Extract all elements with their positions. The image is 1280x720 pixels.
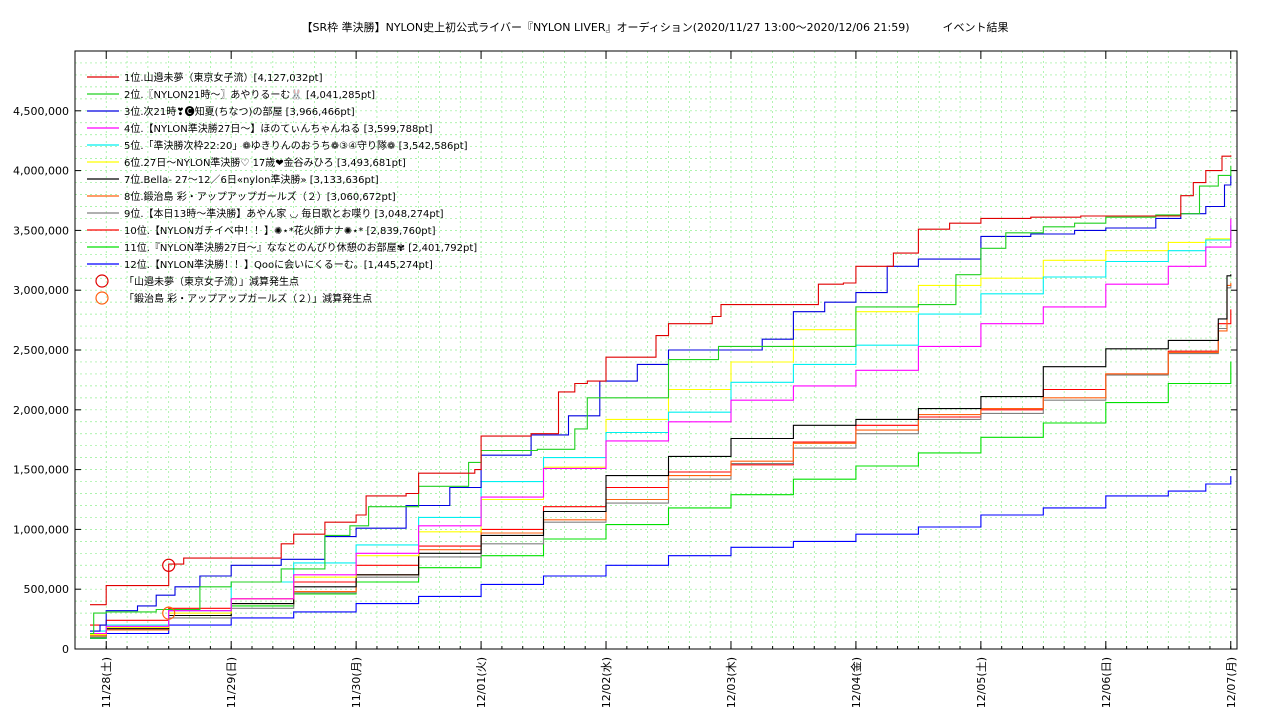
y-tick-label: 1,500,000 (13, 464, 69, 477)
marker-points (162, 558, 176, 620)
legend-entry: 2位.〖NYLON21時〜〗あやりるーむ🐰 [4,041,285pt] (124, 88, 375, 101)
x-tick-label: 12/03(木) (725, 657, 738, 708)
chart-title: 【SR枠 準決勝】NYLON史上初公式ライバー『NYLON LIVER』オーディ… (301, 20, 1008, 34)
y-tick-label: 500,000 (24, 583, 70, 596)
x-tick-label: 11/29(日) (225, 657, 238, 708)
series-line (90, 165, 1232, 635)
y-tick-label: 2,000,000 (13, 404, 69, 417)
x-tick-label: 12/04(金) (849, 657, 863, 708)
series-line (90, 309, 1232, 626)
legend-marker (95, 291, 109, 305)
y-tick-label: 3,500,000 (13, 224, 69, 237)
x-tick-label: 12/07(月) (1225, 657, 1238, 708)
series-line (90, 476, 1232, 639)
x-tick-label: 11/30(月) (350, 657, 363, 708)
y-tick-label: 4,000,000 (13, 165, 69, 178)
series-line (90, 155, 1232, 606)
series-lines (90, 155, 1232, 639)
legend-entry: 「山邉未夢（東京女子流）」減算発生点 (124, 275, 299, 288)
legend-entry: 9位.【本日13時〜準決勝】あやん家 ◡ 毎日歌とお喋り [3,048,274p… (124, 207, 444, 220)
series-line (90, 284, 1232, 638)
x-tick-label: 12/01(火) (475, 657, 488, 708)
legend-entry: 1位.山邉未夢（東京女子流）[4,127,032pt] (124, 71, 323, 84)
legend-entry: 6位.27日〜NYLON準決勝♡ 17歳❤金谷みひろ [3,493,681pt] (124, 156, 406, 169)
legend-marker (95, 274, 109, 288)
marker-point (162, 606, 176, 620)
legend-entry: 8位.鍛治島 彩・アップアップガールズ（２）[3,060,672pt] (124, 190, 396, 203)
y-tick-label: 0 (62, 643, 69, 656)
legend-entry: 5位.「準決勝次枠22:20」❁ゆきりんのおうち❁③④守り隊❁ [3,542,5… (124, 139, 468, 152)
y-tick-label: 3,000,000 (13, 284, 69, 297)
legend-entry: 11位.『NYLON準決勝27日〜』ななとのんびり休憩のお部屋✾ [2,401,… (124, 241, 477, 254)
legend-entry: 7位.Bella- 27〜12／6日«nylon準決勝» [3,133,636p… (124, 173, 379, 186)
x-tick-label: 12/02(水) (600, 657, 613, 708)
legend-entry: 10位.【NYLONガチイベ中！！】✺⋆*花火師ナナ✺⋆* [2,839,760… (124, 224, 436, 237)
legend-entry: 12位.【NYLON準決勝！！】Qooに会いにくるーむ。[1,445,274pt… (124, 258, 433, 271)
legend-entry: 3位.次21時❣🅒知夏(ちなつ)の部屋 [3,966,466pt] (124, 105, 355, 118)
legend: 1位.山邉未夢（東京女子流）[4,127,032pt] 2位.〖NYLON21時〜… (87, 71, 477, 305)
x-tick-label: 12/06(日) (1100, 657, 1113, 708)
y-tick-label: 2,500,000 (13, 344, 69, 357)
legend-entry: 「鍛治島 彩・アップアップガールズ（２）」減算発生点 (124, 292, 372, 305)
legend-entry: 4位.【NYLON準決勝27日〜】ほのてぃんちゃんねる [3,599,788pt… (124, 122, 433, 135)
series-line (90, 218, 1232, 635)
series-line (90, 174, 1232, 632)
y-tick-label: 1,000,000 (13, 523, 69, 536)
axis-ticks: 0 500,000 1,000,000 1,500,000 2,000,000 2,500… (13, 51, 1238, 708)
y-tick-label: 4,500,000 (13, 105, 69, 118)
x-tick-label: 11/28(土) (100, 657, 113, 708)
grid (75, 51, 1237, 649)
x-tick-label: 12/05(土) (975, 657, 988, 708)
series-line (90, 361, 1232, 639)
series-line (90, 274, 1232, 636)
marker-point (162, 558, 176, 572)
